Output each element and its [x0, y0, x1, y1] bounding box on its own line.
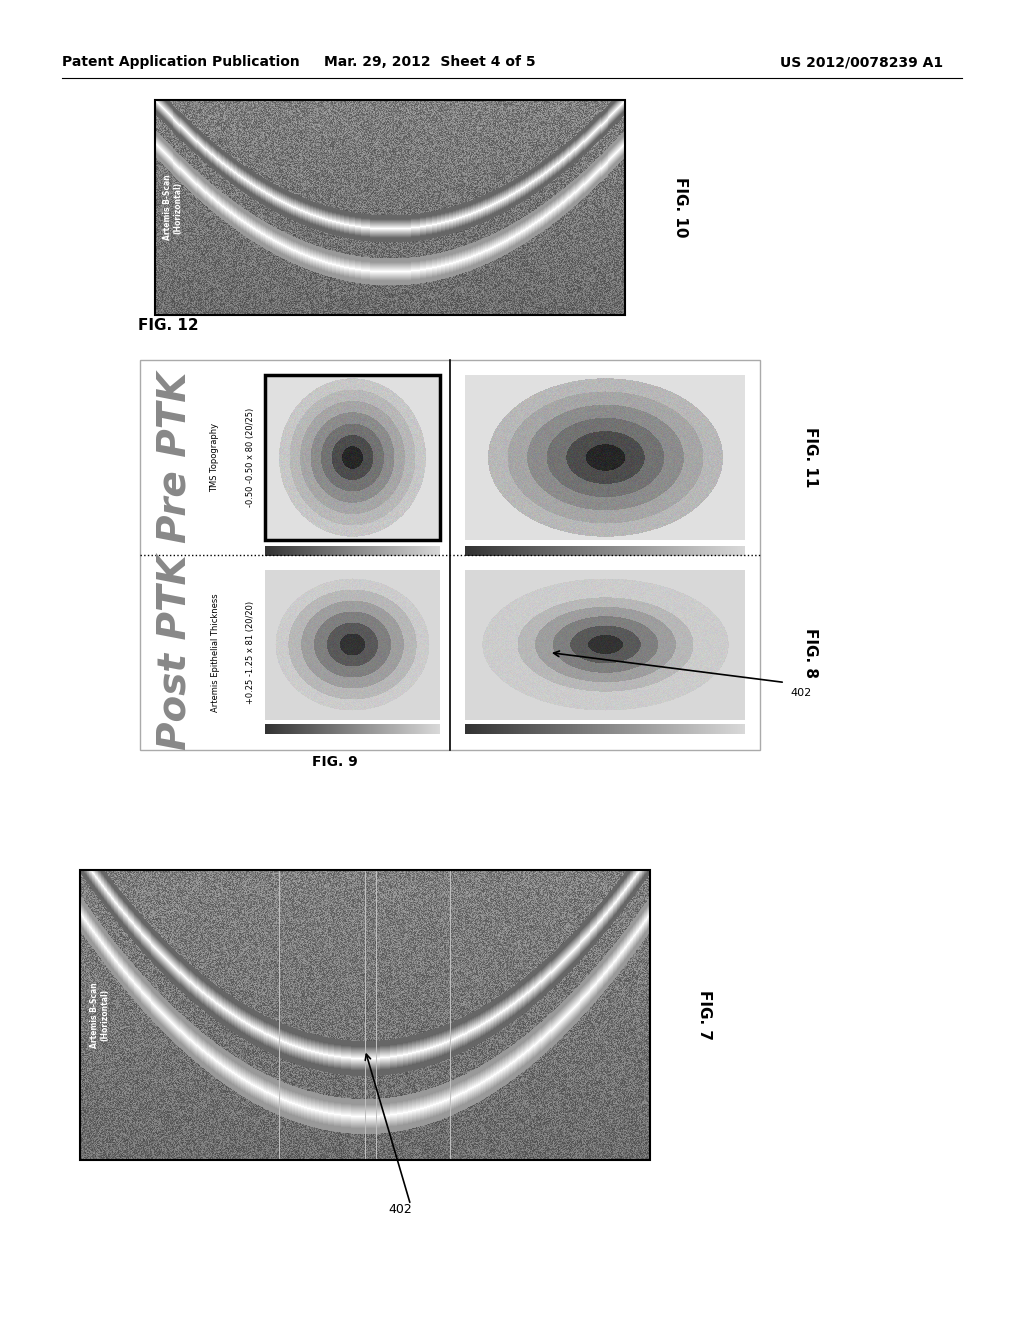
Text: FIG. 9: FIG. 9 — [312, 755, 357, 770]
Bar — [155, 100, 625, 315]
Bar — [265, 375, 440, 540]
Text: FIG. 11: FIG. 11 — [803, 428, 817, 487]
Text: 402: 402 — [790, 688, 811, 697]
Text: Pre PTK: Pre PTK — [156, 372, 194, 544]
Text: TMS Topography: TMS Topography — [211, 422, 219, 492]
Text: Artemis Epithelial Thickness: Artemis Epithelial Thickness — [211, 593, 219, 711]
Text: US 2012/0078239 A1: US 2012/0078239 A1 — [780, 55, 943, 69]
Text: +0.25 -1.25 x 81 (20/20): +0.25 -1.25 x 81 (20/20) — [246, 601, 255, 704]
Bar — [140, 360, 760, 750]
Text: -0.50 -0.50 x 80 (20/25): -0.50 -0.50 x 80 (20/25) — [246, 408, 255, 507]
Text: Mar. 29, 2012  Sheet 4 of 5: Mar. 29, 2012 Sheet 4 of 5 — [325, 55, 536, 69]
Text: FIG. 12: FIG. 12 — [138, 318, 199, 333]
Text: Patent Application Publication: Patent Application Publication — [62, 55, 300, 69]
Text: FIG. 8: FIG. 8 — [803, 627, 817, 677]
Text: 402: 402 — [389, 1203, 413, 1216]
Bar — [80, 870, 650, 1160]
Text: Post PTK: Post PTK — [156, 554, 194, 750]
Text: FIG. 10: FIG. 10 — [673, 177, 687, 238]
Text: Artemis B-Scan
(Horizontal): Artemis B-Scan (Horizontal) — [90, 982, 110, 1048]
Text: FIG. 7: FIG. 7 — [697, 990, 713, 1040]
Text: Artemis B-Scan
(Horizontal): Artemis B-Scan (Horizontal) — [163, 174, 182, 240]
